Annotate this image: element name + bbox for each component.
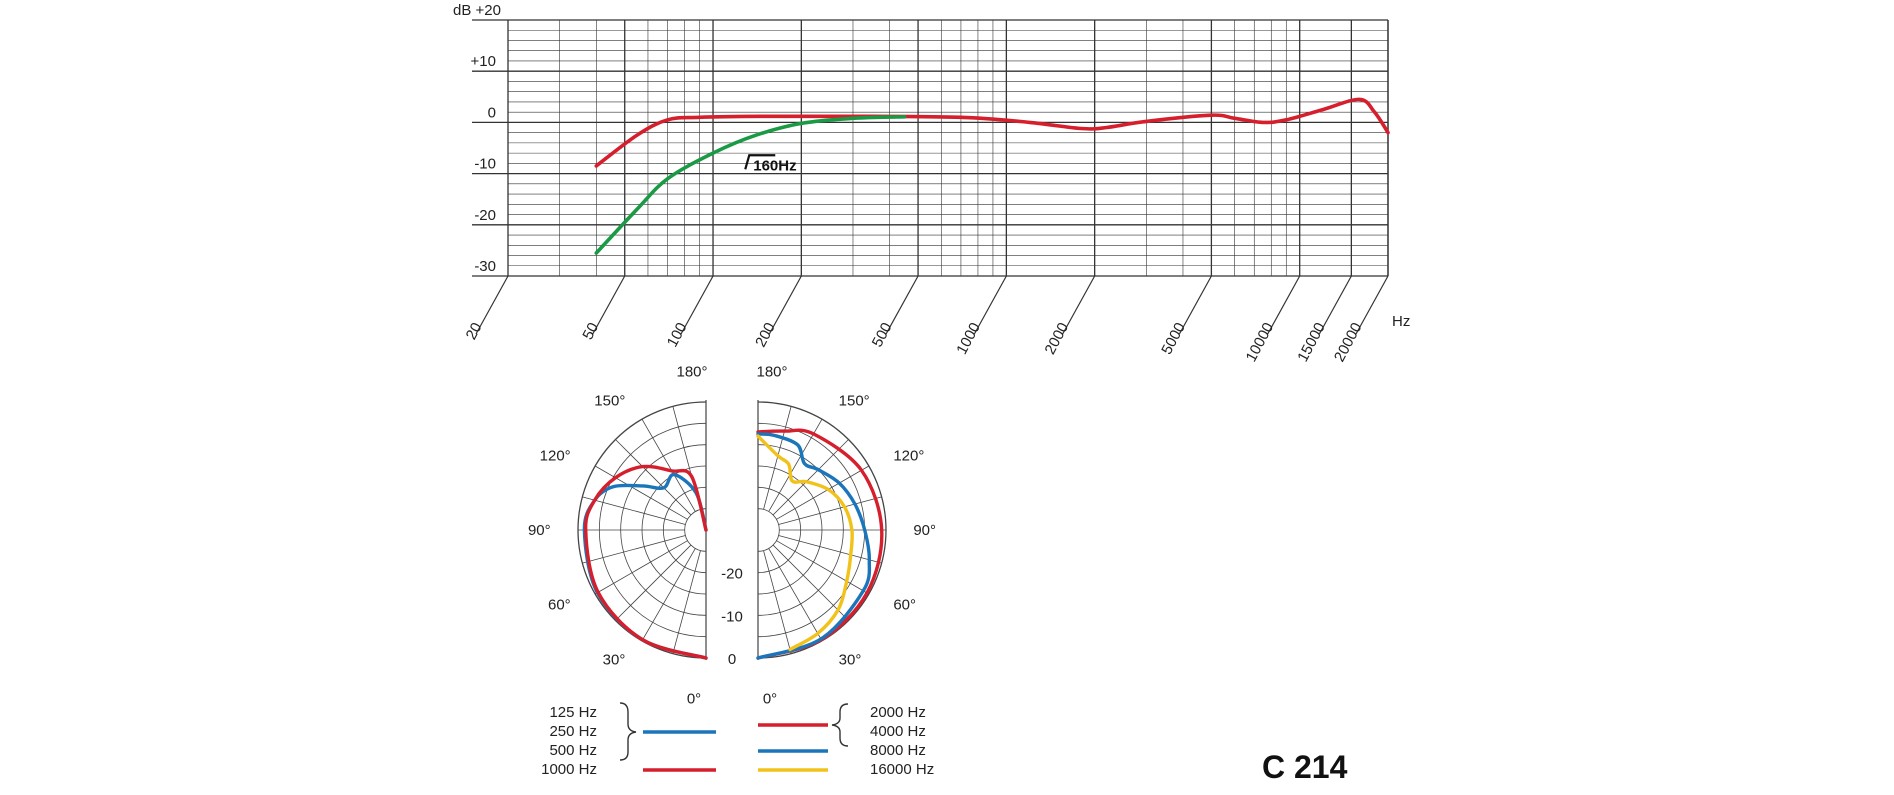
polar-angle-label: 90° [528,522,551,539]
db-tick-label: -30 [474,258,496,275]
db-tick-label: -20 [474,207,496,224]
polar-spoke [768,548,823,642]
polar-spoke [763,406,792,510]
frequency-tick-label: 2000 [1042,320,1073,357]
frequency-axis-ticks: 20 50 100 200 500 1000 2000 5000 10000 15000 20000 [463,275,1389,365]
polar-spoke [763,550,792,654]
frequency-tick-label: 10000 [1243,320,1278,365]
frequency-tick-mark [475,275,509,335]
legend-label: 500 Hz [549,742,597,759]
db-tick-label: 0 [488,104,496,121]
polar-spoke [772,439,849,516]
frequency-tick-mark [592,275,626,335]
frequency-tick-mark [1062,275,1096,335]
legend-label: 4000 Hz [870,723,926,740]
legend-label: 16000 Hz [870,761,934,778]
db-tick-label: dB +20 [453,2,501,19]
frequency-tick-mark [885,275,919,335]
polar-angle-label: 120° [540,447,571,464]
frequency-tick-mark [973,275,1007,335]
legend-left: 125 Hz 250 Hz 500 Hz 1000 Hz [541,702,716,778]
polar-angle-label: 180° [676,364,707,381]
polar-pattern-chart: 180° 150° 120° 90° 60° 30° 0° 180° 150° 120° 90° 60… [528,364,936,708]
polar-curve [756,428,884,660]
legend-label: 8000 Hz [870,742,926,759]
polar-angle-label: 90° [913,522,936,539]
polar-angle-label: 180° [756,364,787,381]
frequency-tick-mark [680,275,714,335]
polar-radial-label: -20 [721,566,743,583]
db-axis-ticks: dB +20 +10 0 -10 -20 -30 [453,2,508,277]
frequency-tick-label: 20 [463,320,486,343]
polar-spoke [615,439,692,516]
db-tick-label: +10 [471,53,496,70]
frequency-tick-label: 20000 [1331,320,1366,365]
polar-radial-labels: -20 -10 0 [721,566,743,668]
frequency-tick-mark [1178,275,1212,335]
frequency-curve [594,115,907,255]
frequency-grid [507,19,1389,277]
polar-spoke [582,496,686,525]
polar-curve [756,434,854,652]
highpass-filter-icon [744,154,776,170]
frequency-tick-label: 15000 [1294,320,1329,365]
frequency-tick-mark [768,275,802,335]
frequency-unit: Hz [1392,313,1410,330]
polar-ring [684,508,707,552]
frequency-tick-label: 5000 [1158,320,1189,357]
legend-label: 1000 Hz [541,761,597,778]
frequency-tick-mark [1267,275,1301,335]
frequency-curve [594,97,1390,168]
frequency-response-chart: dB +20+100-10-20-30 20 50 100 200 500 1000 200… [453,2,1410,365]
polar-spoke [615,544,692,621]
polar-spoke [582,535,686,564]
frequency-tick-mark [1355,275,1389,335]
legend-label: 2000 Hz [870,704,926,721]
polar-angle-label: 150° [594,393,625,410]
polar-spoke [672,550,701,654]
polar-spoke [641,418,696,512]
highpass-annotation: 160Hz [744,154,797,174]
polar-spoke [641,548,696,642]
polar-spoke [594,465,688,520]
frequency-tick-label: 50 [579,320,602,343]
db-tick-label: -10 [474,156,496,173]
legend-label: 250 Hz [549,723,597,740]
polar-angle-label: 150° [839,393,870,410]
frequency-curves [594,97,1390,255]
polar-spoke [776,465,870,520]
polar-angle-label: 60° [893,597,916,614]
polar-legend: 125 Hz 250 Hz 500 Hz 1000 Hz 2000 Hz 4000 Hz… [541,702,934,778]
polar-curve [583,464,708,660]
polar-angle-label: 30° [839,651,862,668]
legend-brace [831,703,849,747]
polar-spoke [778,535,882,564]
legend-label: 125 Hz [549,704,597,721]
polar-curves [582,428,884,660]
polar-angle-label: 0° [687,690,701,707]
legend-right: 2000 Hz 4000 Hz 8000 Hz 16000 Hz [758,703,934,778]
model-name: C 214 [1262,749,1348,785]
polar-angle-label: 30° [603,651,626,668]
polar-spoke [594,540,688,595]
polar-spoke [772,544,849,621]
frequency-tick-mark [1318,275,1352,335]
frequency-tick-label: 1000 [953,320,984,357]
polar-spoke [776,540,870,595]
polar-angle-labels: 180° 150° 120° 90° 60° 30° 0° 180° 150° 120° 90° 60… [528,364,936,708]
polar-radial-label: -10 [721,608,743,625]
legend-brace [619,702,637,761]
polar-radial-label: 0 [728,651,736,668]
polar-spoke [778,496,882,525]
polar-curve [756,432,872,660]
polar-angle-label: 0° [763,690,777,707]
polar-ring [757,508,780,552]
highpass-label: 160Hz [753,157,796,174]
polar-angle-label: 60° [548,597,571,614]
polar-angle-label: 120° [893,447,924,464]
